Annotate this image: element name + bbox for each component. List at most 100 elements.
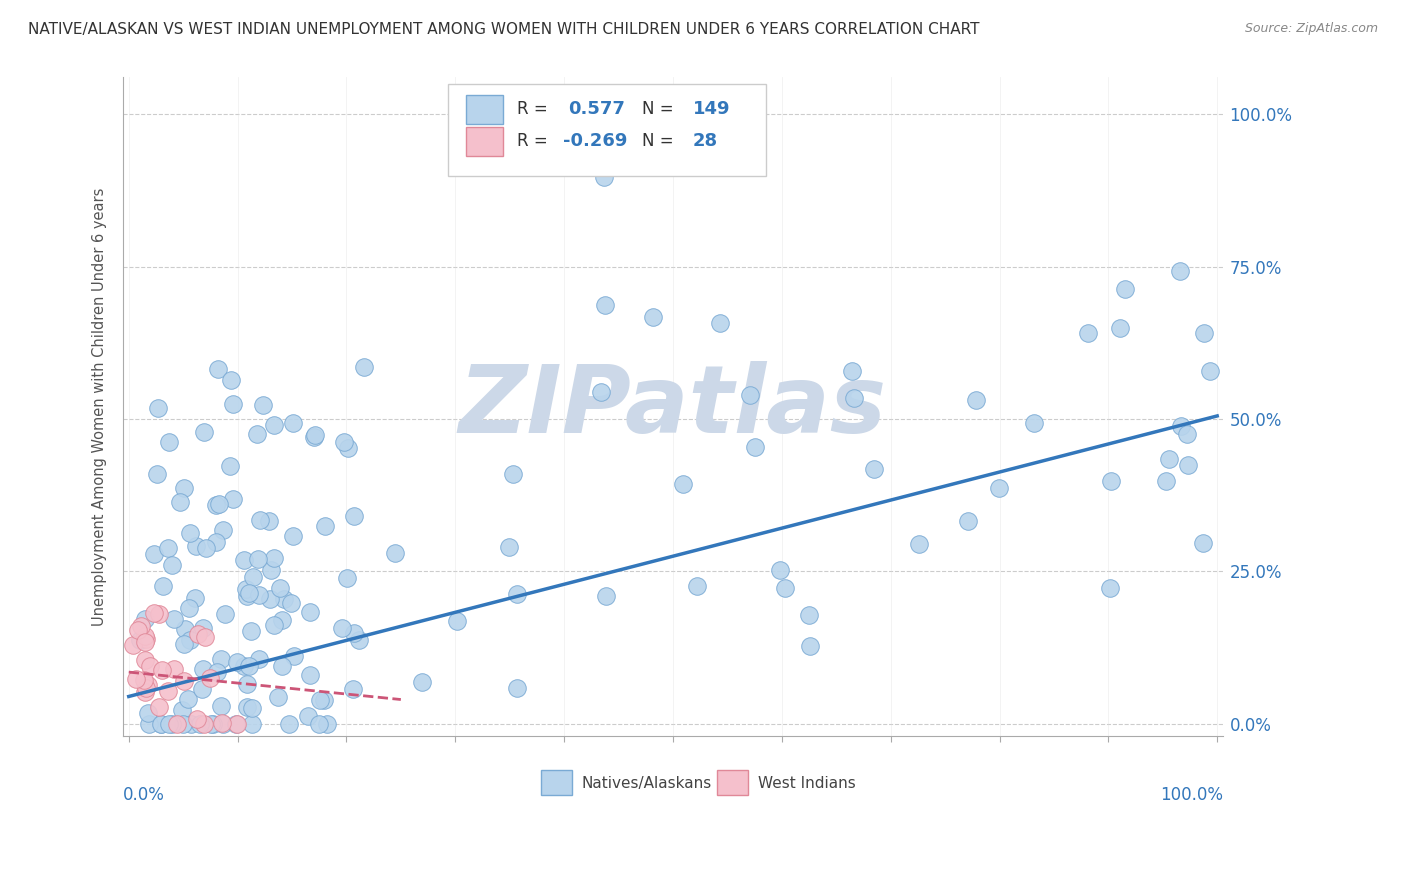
- Point: [342, 682, 364, 697]
- Point: [148, 699, 170, 714]
- Point: [246, 551, 269, 566]
- Point: [589, 385, 612, 400]
- Point: [152, 663, 174, 677]
- Point: [263, 550, 285, 565]
- Point: [152, 579, 174, 593]
- Point: [225, 717, 247, 731]
- Point: [773, 581, 796, 595]
- Text: NATIVE/ALASKAN VS WEST INDIAN UNEMPLOYMENT AMONG WOMEN WITH CHILDREN UNDER 6 YEA: NATIVE/ALASKAN VS WEST INDIAN UNEMPLOYME…: [28, 22, 980, 37]
- Point: [686, 579, 709, 593]
- Point: [246, 427, 269, 442]
- Point: [239, 624, 262, 638]
- Point: [136, 706, 159, 720]
- Point: [1175, 427, 1198, 442]
- Point: [162, 717, 184, 731]
- Point: [163, 662, 186, 676]
- Point: [446, 615, 468, 629]
- Point: [281, 529, 304, 543]
- Point: [965, 393, 987, 408]
- Point: [150, 717, 173, 731]
- Point: [134, 684, 156, 698]
- Point: [347, 632, 370, 647]
- Point: [134, 611, 156, 625]
- Point: [343, 626, 366, 640]
- Point: [799, 640, 821, 654]
- Point: [129, 632, 152, 647]
- Point: [143, 607, 166, 621]
- Point: [862, 461, 884, 475]
- Point: [233, 658, 256, 673]
- Point: [134, 653, 156, 667]
- Point: [411, 674, 433, 689]
- Point: [247, 588, 270, 602]
- Point: [187, 627, 209, 641]
- Point: [134, 635, 156, 649]
- Point: [384, 546, 406, 560]
- Point: [330, 621, 353, 635]
- Text: Source: ZipAtlas.com: Source: ZipAtlas.com: [1244, 22, 1378, 36]
- Point: [173, 673, 195, 688]
- Point: [316, 717, 339, 731]
- Point: [132, 673, 155, 688]
- Point: [304, 428, 326, 442]
- Point: [122, 638, 145, 652]
- Point: [200, 717, 222, 731]
- Point: [498, 540, 520, 554]
- Point: [1099, 474, 1122, 488]
- Text: -0.269: -0.269: [562, 132, 627, 151]
- Point: [336, 441, 359, 455]
- Point: [502, 467, 524, 481]
- Point: [1157, 452, 1180, 467]
- Point: [267, 690, 290, 704]
- Point: [201, 717, 224, 731]
- FancyBboxPatch shape: [717, 771, 748, 796]
- FancyBboxPatch shape: [467, 127, 502, 156]
- Point: [1022, 416, 1045, 430]
- Point: [179, 525, 201, 540]
- Point: [844, 391, 866, 405]
- Point: [180, 717, 202, 731]
- Point: [209, 699, 232, 714]
- Point: [506, 681, 529, 696]
- Point: [1168, 264, 1191, 278]
- Point: [283, 648, 305, 663]
- Point: [257, 514, 280, 528]
- Point: [1154, 474, 1177, 488]
- Point: [146, 467, 169, 481]
- Point: [593, 169, 616, 184]
- Point: [1114, 282, 1136, 296]
- Point: [211, 716, 233, 731]
- Point: [308, 693, 330, 707]
- Point: [333, 435, 356, 450]
- Point: [1199, 364, 1222, 378]
- Point: [238, 659, 260, 673]
- Point: [249, 513, 271, 527]
- Point: [194, 630, 217, 644]
- Point: [146, 401, 169, 416]
- Text: N =: N =: [643, 132, 673, 151]
- Text: Natives/Alaskans: Natives/Alaskans: [582, 776, 711, 791]
- Point: [1109, 320, 1132, 334]
- Point: [186, 712, 208, 726]
- Point: [797, 608, 820, 623]
- Point: [195, 541, 218, 556]
- Point: [281, 417, 304, 431]
- Point: [343, 509, 366, 524]
- Text: N =: N =: [643, 100, 673, 118]
- Point: [271, 658, 294, 673]
- Point: [769, 563, 792, 577]
- Point: [163, 612, 186, 626]
- Point: [252, 398, 274, 412]
- Point: [957, 514, 980, 528]
- Point: [125, 673, 148, 687]
- Point: [179, 632, 201, 647]
- Point: [299, 667, 322, 681]
- Point: [188, 717, 211, 731]
- FancyBboxPatch shape: [447, 84, 766, 177]
- Point: [302, 430, 325, 444]
- Point: [166, 717, 188, 731]
- Text: 100.0%: 100.0%: [1160, 786, 1223, 804]
- Text: West Indians: West Indians: [758, 776, 855, 791]
- Point: [297, 709, 319, 723]
- FancyBboxPatch shape: [541, 771, 572, 796]
